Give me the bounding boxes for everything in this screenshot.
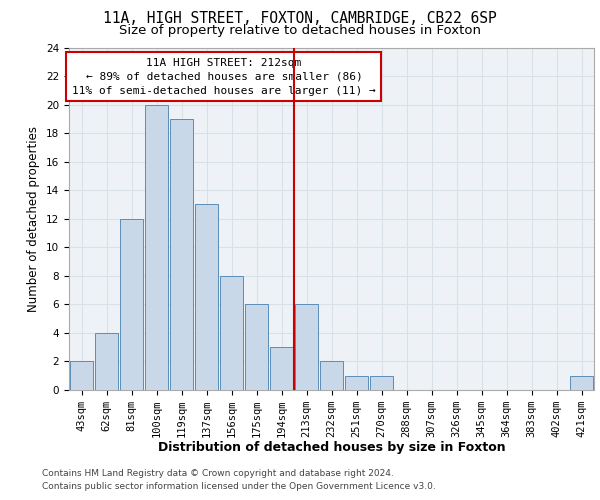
Bar bbox=[245, 304, 268, 390]
Bar bbox=[344, 376, 368, 390]
Text: 11A HIGH STREET: 212sqm
← 89% of detached houses are smaller (86)
11% of semi-de: 11A HIGH STREET: 212sqm ← 89% of detache… bbox=[72, 58, 376, 96]
Bar bbox=[170, 119, 193, 390]
Bar bbox=[295, 304, 319, 390]
Bar bbox=[145, 104, 169, 390]
Bar bbox=[370, 376, 394, 390]
Bar bbox=[95, 333, 118, 390]
Bar bbox=[119, 219, 143, 390]
Bar bbox=[194, 204, 218, 390]
X-axis label: Distribution of detached houses by size in Foxton: Distribution of detached houses by size … bbox=[158, 442, 505, 454]
Text: Contains HM Land Registry data © Crown copyright and database right 2024.: Contains HM Land Registry data © Crown c… bbox=[42, 468, 394, 477]
Text: Contains public sector information licensed under the Open Government Licence v3: Contains public sector information licen… bbox=[42, 482, 436, 491]
Bar bbox=[70, 362, 94, 390]
Bar bbox=[320, 362, 343, 390]
Text: Size of property relative to detached houses in Foxton: Size of property relative to detached ho… bbox=[119, 24, 481, 37]
Bar bbox=[569, 376, 593, 390]
Bar bbox=[269, 347, 293, 390]
Y-axis label: Number of detached properties: Number of detached properties bbox=[28, 126, 40, 312]
Text: 11A, HIGH STREET, FOXTON, CAMBRIDGE, CB22 6SP: 11A, HIGH STREET, FOXTON, CAMBRIDGE, CB2… bbox=[103, 11, 497, 26]
Bar bbox=[220, 276, 244, 390]
